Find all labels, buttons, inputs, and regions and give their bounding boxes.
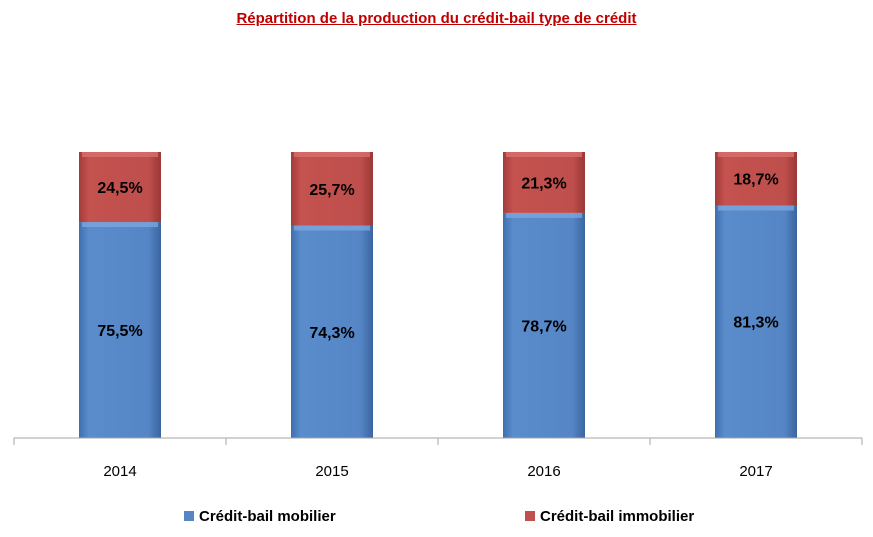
bar-mobilier-2016: [503, 212, 585, 438]
bar-bevel-immobilier-2017: [718, 152, 794, 157]
bar-bevel-mobilier-2014: [82, 222, 158, 228]
data-label-mobilier-2017: 81,3%: [733, 315, 778, 332]
legend-item-immobilier: Crédit-bail immobilier: [525, 506, 694, 526]
data-label-mobilier-2014: 75,5%: [97, 323, 142, 340]
bar-bevel-mobilier-2016: [506, 212, 582, 218]
data-label-immobilier-2014: 24,5%: [97, 180, 142, 197]
x-tick-label-2015: 2015: [315, 463, 348, 480]
x-tick-label-2014: 2014: [103, 463, 136, 480]
legend-swatch-mobilier: [184, 511, 194, 521]
bar-bevel-immobilier-2014: [82, 152, 158, 157]
data-label-mobilier-2015: 74,3%: [309, 325, 354, 342]
legend-label-immobilier: Crédit-bail immobilier: [540, 507, 695, 525]
bar-bevel-mobilier-2015: [294, 225, 370, 231]
bar-bevel-mobilier-2017: [718, 205, 794, 211]
chart-title: Répartition de la production du crédit-b…: [236, 10, 637, 27]
data-label-mobilier-2016: 78,7%: [521, 318, 566, 335]
bar-immobilier-2017: [715, 152, 797, 206]
legend-item-mobilier: Crédit-bail mobilier: [184, 506, 336, 526]
bar-mobilier-2015: [291, 225, 373, 438]
bar-mobilier-2014: [79, 222, 161, 438]
bar-mobilier-2017: [715, 205, 797, 438]
bar-immobilier-2014: [79, 152, 161, 223]
data-label-immobilier-2016: 21,3%: [521, 175, 566, 192]
legend-swatch-immobilier: [525, 511, 535, 521]
x-tick-label-2017: 2017: [739, 463, 772, 480]
x-tick-label-2016: 2016: [527, 463, 560, 480]
data-label-immobilier-2017: 18,7%: [733, 172, 778, 189]
data-label-immobilier-2015: 25,7%: [309, 182, 354, 199]
bar-immobilier-2016: [503, 152, 585, 213]
bar-bevel-immobilier-2016: [506, 152, 582, 157]
legend-label-mobilier: Crédit-bail mobilier: [199, 507, 336, 525]
bar-immobilier-2015: [291, 152, 373, 226]
bar-bevel-immobilier-2015: [294, 152, 370, 157]
